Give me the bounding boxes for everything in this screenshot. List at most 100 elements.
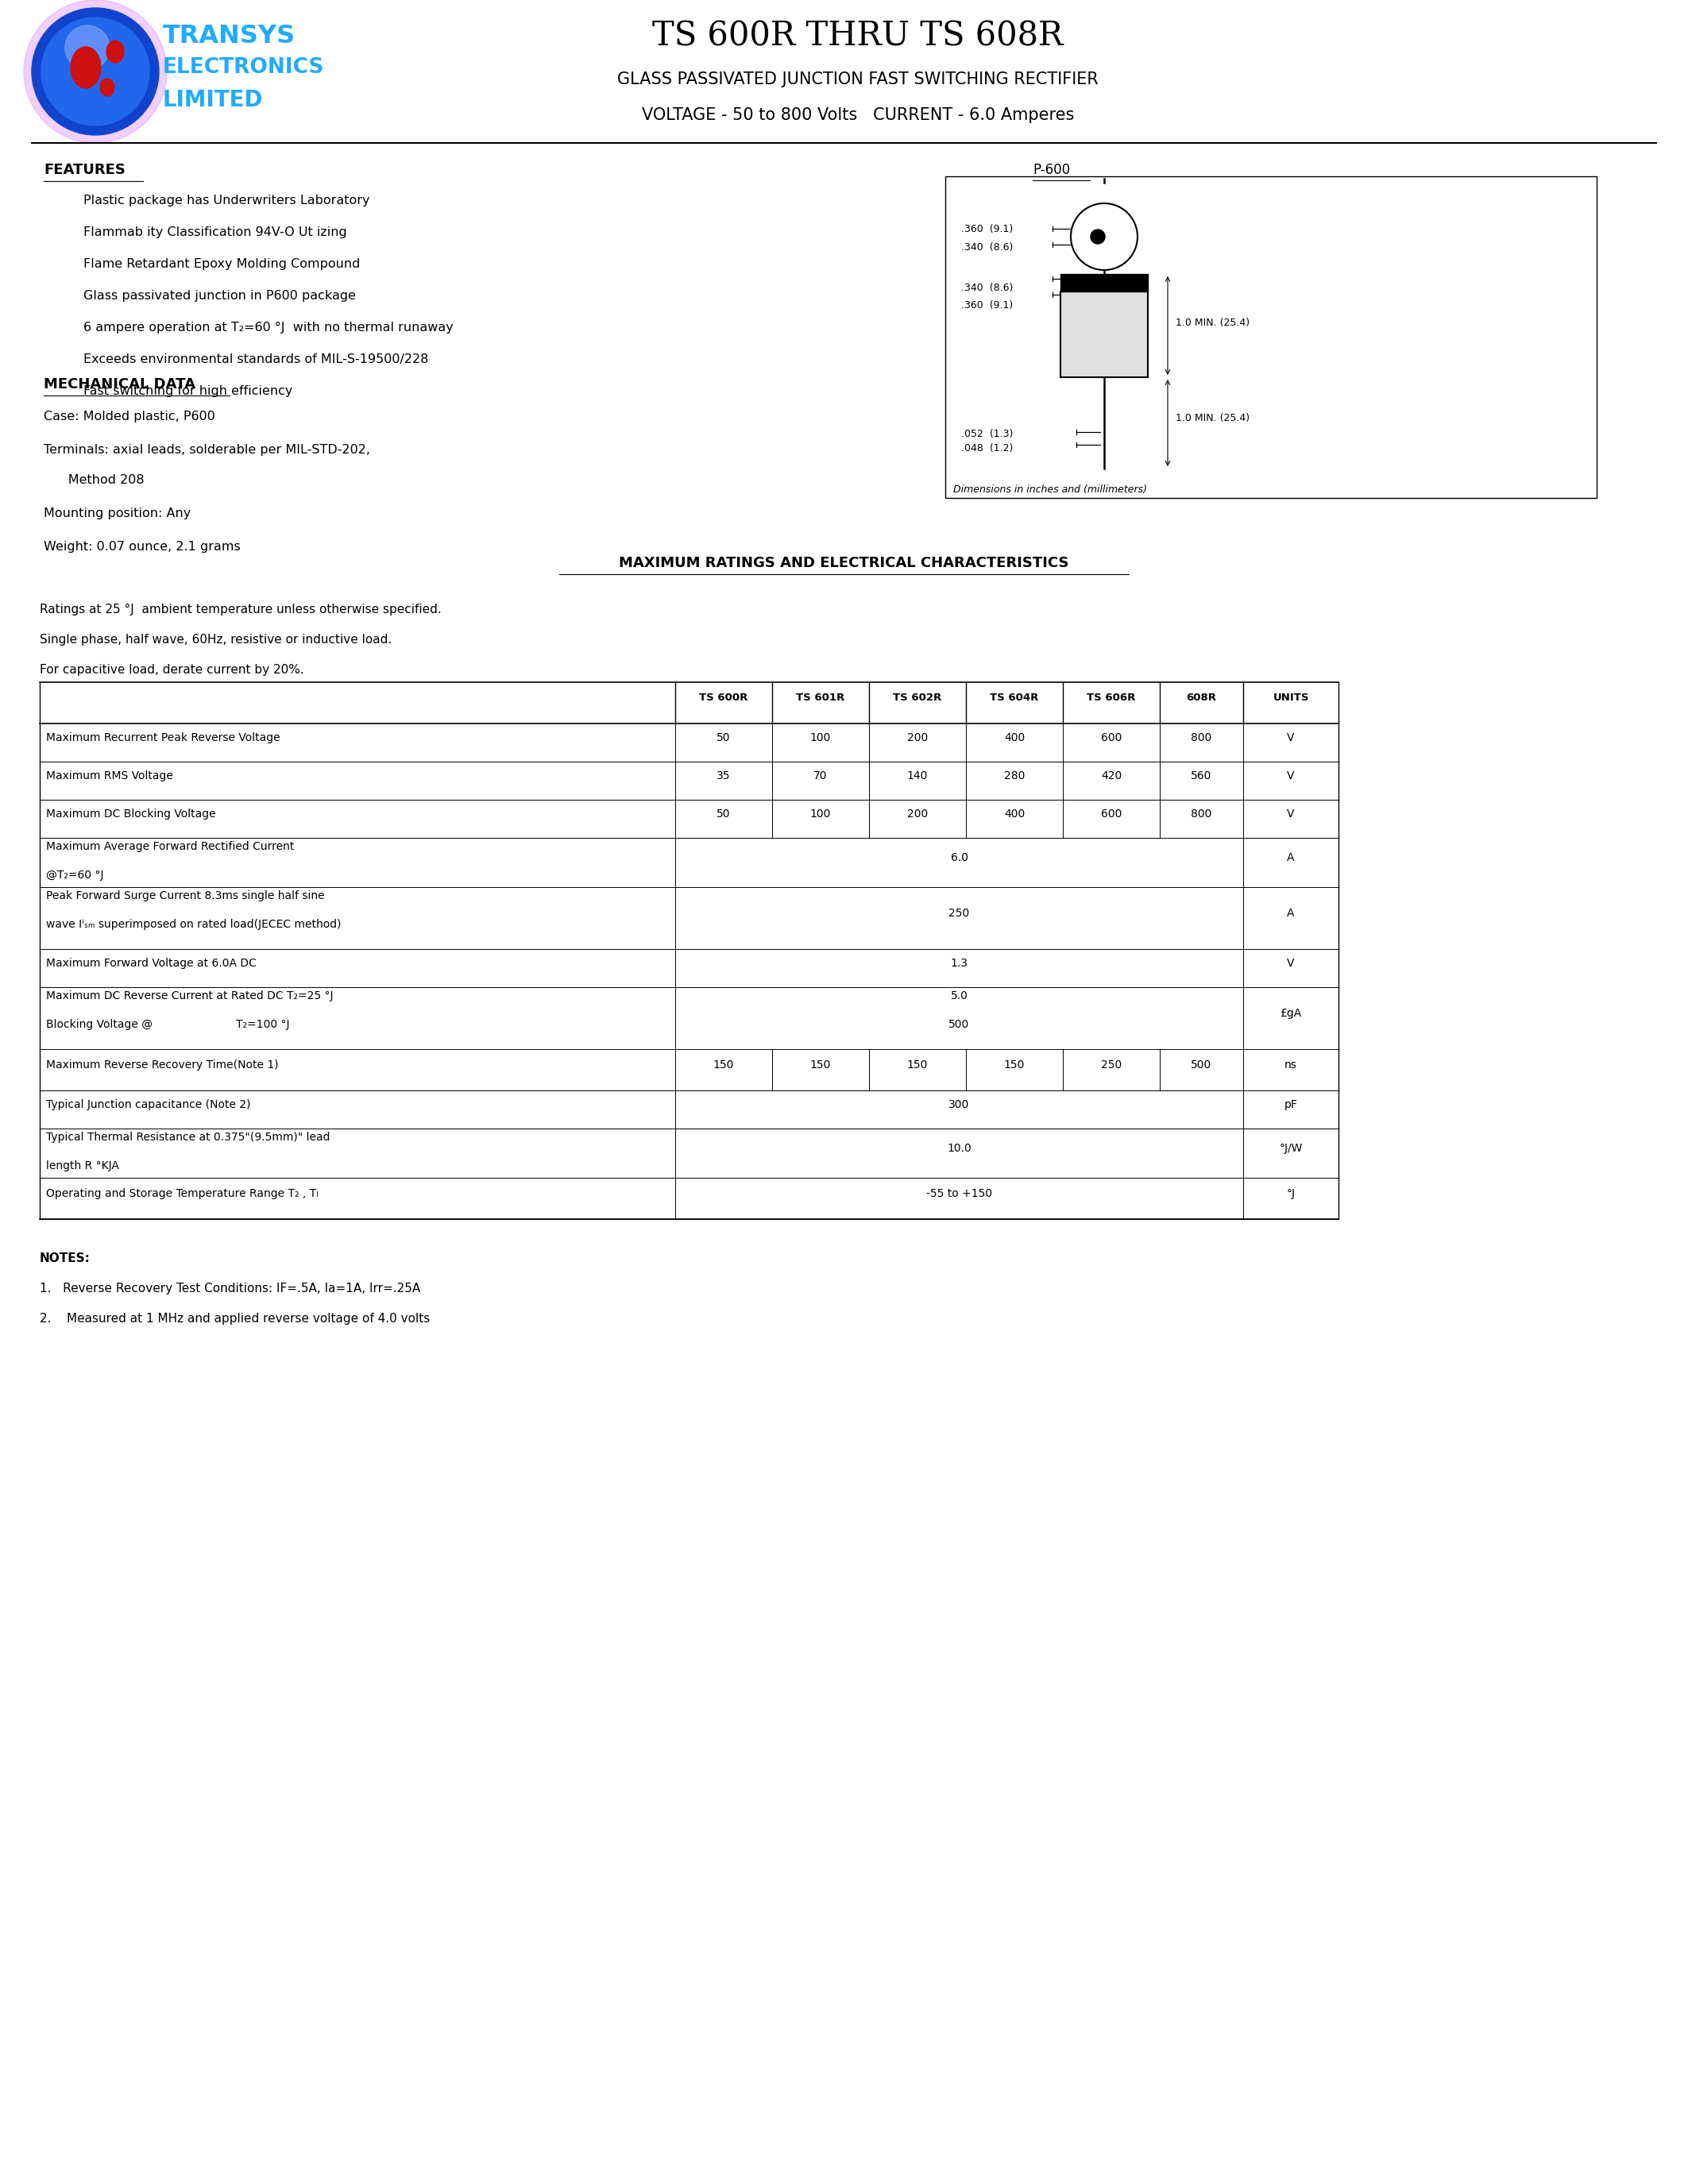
Text: 420: 420 — [1101, 771, 1123, 782]
Text: Blocking Voltage @                        T₂=100 °J: Blocking Voltage @ T₂=100 °J — [46, 1020, 290, 1031]
Text: 250: 250 — [1101, 1059, 1123, 1070]
Text: 560: 560 — [1192, 771, 1212, 782]
Text: V: V — [1286, 808, 1295, 819]
Text: 1.0 MIN. (25.4): 1.0 MIN. (25.4) — [1175, 317, 1249, 328]
Text: Maximum Average Forward Rectified Current: Maximum Average Forward Rectified Curren… — [46, 841, 294, 852]
Text: 1.   Reverse Recovery Test Conditions: IF=.5A, Ia=1A, Irr=.25A: 1. Reverse Recovery Test Conditions: IF=… — [41, 1282, 420, 1295]
Text: 300: 300 — [949, 1099, 969, 1109]
Text: TS 601R: TS 601R — [797, 692, 846, 703]
Text: TS 606R: TS 606R — [1087, 692, 1136, 703]
Text: 150: 150 — [1004, 1059, 1025, 1070]
Text: 200: 200 — [906, 732, 928, 743]
Text: .340  (8.6): .340 (8.6) — [960, 242, 1013, 253]
Text: Maximum Reverse Recovery Time(Note 1): Maximum Reverse Recovery Time(Note 1) — [46, 1059, 279, 1070]
Text: 400: 400 — [1004, 732, 1025, 743]
Text: 500: 500 — [949, 1020, 969, 1031]
Text: FEATURES: FEATURES — [44, 164, 125, 177]
Bar — [945, 177, 1597, 498]
Bar — [1060, 273, 1148, 290]
Text: 608R: 608R — [1187, 692, 1217, 703]
Text: 280: 280 — [1004, 771, 1025, 782]
Text: 2.    Measured at 1 MHz and applied reverse voltage of 4.0 volts: 2. Measured at 1 MHz and applied reverse… — [41, 1313, 430, 1326]
Text: -55 to +150: -55 to +150 — [927, 1188, 993, 1199]
Text: TS 600R: TS 600R — [699, 692, 748, 703]
Text: Typical Thermal Resistance at 0.375"(9.5mm)" lead: Typical Thermal Resistance at 0.375"(9.5… — [46, 1131, 331, 1142]
Text: 250: 250 — [949, 909, 969, 919]
Text: Mounting position: Any: Mounting position: Any — [44, 507, 191, 520]
Text: Maximum DC Blocking Voltage: Maximum DC Blocking Voltage — [46, 808, 216, 819]
Text: Maximum Forward Voltage at 6.0A DC: Maximum Forward Voltage at 6.0A DC — [46, 959, 257, 970]
Text: 400: 400 — [1004, 808, 1025, 819]
Text: TRANSYS: TRANSYS — [162, 24, 295, 48]
Text: Plastic package has Underwriters Laboratory: Plastic package has Underwriters Laborat… — [83, 194, 370, 207]
Text: TS 600R THRU TS 608R: TS 600R THRU TS 608R — [652, 20, 1063, 52]
Text: 1.3: 1.3 — [950, 959, 967, 970]
Text: Peak Forward Surge Current 8.3ms single half sine: Peak Forward Surge Current 8.3ms single … — [46, 891, 324, 902]
Text: ns: ns — [1285, 1059, 1296, 1070]
Text: A: A — [1286, 852, 1295, 863]
Text: Terminals: axial leads, solderable per MIL-STD-202,: Terminals: axial leads, solderable per M… — [44, 443, 370, 456]
Text: .048  (1.2): .048 (1.2) — [960, 443, 1013, 454]
Text: £gA: £gA — [1280, 1007, 1301, 1020]
Text: Ratings at 25 °J  ambient temperature unless otherwise specified.: Ratings at 25 °J ambient temperature unl… — [41, 603, 442, 616]
Text: Flame Retardant Epoxy Molding Compound: Flame Retardant Epoxy Molding Compound — [83, 258, 360, 271]
Circle shape — [41, 17, 149, 124]
Text: 150: 150 — [810, 1059, 830, 1070]
Text: 500: 500 — [1192, 1059, 1212, 1070]
Text: Maximum DC Reverse Current at Rated DC T₂=25 °J: Maximum DC Reverse Current at Rated DC T… — [46, 989, 333, 1002]
Ellipse shape — [71, 46, 101, 87]
Text: 100: 100 — [810, 732, 830, 743]
Text: .360  (9.1): .360 (9.1) — [960, 299, 1013, 310]
Text: 6 ampere operation at T₂=60 °J  with no thermal runaway: 6 ampere operation at T₂=60 °J with no t… — [83, 321, 454, 334]
Text: GLASS PASSIVATED JUNCTION FAST SWITCHING RECTIFIER: GLASS PASSIVATED JUNCTION FAST SWITCHING… — [618, 72, 1099, 87]
Text: Operating and Storage Temperature Range T₂ , Tₗ: Operating and Storage Temperature Range … — [46, 1188, 317, 1199]
Text: Weight: 0.07 ounce, 2.1 grams: Weight: 0.07 ounce, 2.1 grams — [44, 542, 240, 553]
Text: Single phase, half wave, 60Hz, resistive or inductive load.: Single phase, half wave, 60Hz, resistive… — [41, 633, 392, 646]
Text: V: V — [1286, 732, 1295, 743]
Text: Method 208: Method 208 — [44, 474, 143, 487]
Text: 150: 150 — [712, 1059, 734, 1070]
Text: Dimensions in inches and (millimeters): Dimensions in inches and (millimeters) — [954, 485, 1148, 496]
Text: NOTES:: NOTES: — [41, 1251, 91, 1265]
Text: 70: 70 — [814, 771, 827, 782]
Text: MECHANICAL DATA: MECHANICAL DATA — [44, 378, 196, 391]
Text: Maximum Recurrent Peak Reverse Voltage: Maximum Recurrent Peak Reverse Voltage — [46, 732, 280, 743]
Circle shape — [24, 0, 167, 142]
Text: length R °KJA: length R °KJA — [46, 1160, 120, 1171]
Text: 1.0 MIN. (25.4): 1.0 MIN. (25.4) — [1175, 413, 1249, 424]
Text: TS 602R: TS 602R — [893, 692, 942, 703]
Text: A: A — [1286, 909, 1295, 919]
Text: Maximum RMS Voltage: Maximum RMS Voltage — [46, 771, 174, 782]
Text: 10.0: 10.0 — [947, 1142, 971, 1153]
Text: 200: 200 — [906, 808, 928, 819]
Text: 600: 600 — [1101, 808, 1123, 819]
Text: @T₂=60 °J: @T₂=60 °J — [46, 869, 103, 880]
Text: UNITS: UNITS — [1273, 692, 1308, 703]
Text: TS 604R: TS 604R — [989, 692, 1038, 703]
Ellipse shape — [100, 79, 115, 96]
Text: 100: 100 — [810, 808, 830, 819]
Text: pF: pF — [1285, 1099, 1298, 1109]
Text: wave Iⁱₛₘ superimposed on rated load(JECEC method): wave Iⁱₛₘ superimposed on rated load(JEC… — [46, 919, 341, 930]
Text: 50: 50 — [717, 732, 731, 743]
Text: .052  (1.3): .052 (1.3) — [960, 428, 1013, 439]
Circle shape — [32, 9, 159, 135]
Text: Case: Molded plastic, P600: Case: Molded plastic, P600 — [44, 411, 214, 422]
Text: 150: 150 — [906, 1059, 928, 1070]
Text: Glass passivated junction in P600 package: Glass passivated junction in P600 packag… — [83, 290, 356, 301]
Text: 5.0: 5.0 — [950, 989, 967, 1002]
Text: P-600: P-600 — [1033, 164, 1070, 177]
Text: V: V — [1286, 771, 1295, 782]
Text: 35: 35 — [717, 771, 731, 782]
Text: For capacitive load, derate current by 20%.: For capacitive load, derate current by 2… — [41, 664, 304, 675]
Text: 800: 800 — [1192, 732, 1212, 743]
Circle shape — [1090, 229, 1106, 245]
Text: °J: °J — [1286, 1188, 1295, 1199]
Text: Flammab ity Classification 94V-O Ut izing: Flammab ity Classification 94V-O Ut izin… — [83, 227, 348, 238]
Ellipse shape — [106, 41, 123, 63]
Text: ELECTRONICS: ELECTRONICS — [162, 57, 324, 79]
Text: .360  (9.1): .360 (9.1) — [960, 225, 1013, 234]
Text: 600: 600 — [1101, 732, 1123, 743]
Text: 800: 800 — [1192, 808, 1212, 819]
Circle shape — [66, 26, 110, 70]
